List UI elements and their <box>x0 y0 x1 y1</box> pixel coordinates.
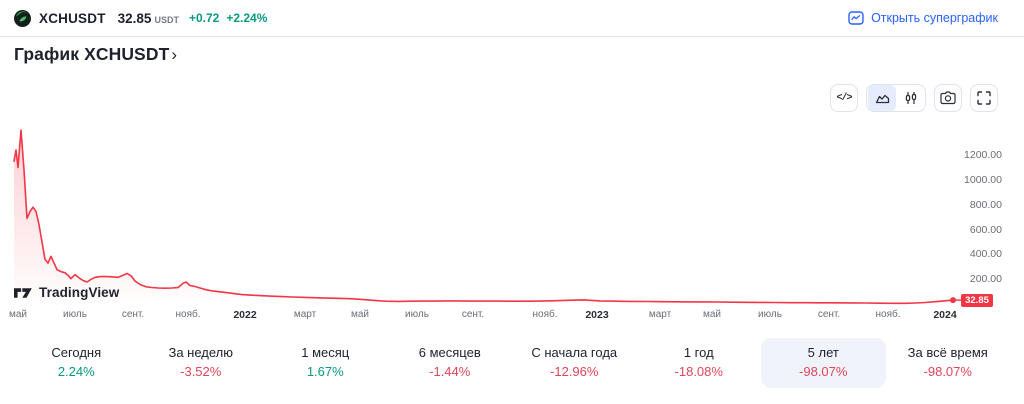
stat-label: Сегодня <box>51 345 102 360</box>
y-tick-label: 800.00 <box>969 199 1002 211</box>
stat-label: 6 месяцев <box>418 345 481 360</box>
chart-toolbar: </> <box>830 84 998 112</box>
stat-6-months[interactable]: 6 месяцев -1.44% <box>388 338 513 388</box>
snapshot-button[interactable] <box>934 84 962 112</box>
x-tick-label: май <box>8 309 28 320</box>
stat-week[interactable]: За неделю -3.52% <box>139 338 264 388</box>
x-tick-label: нояб. <box>175 309 201 320</box>
x-tick-label: нояб. <box>532 309 558 320</box>
x-tick-label: июль <box>758 309 782 320</box>
stat-value: -3.52% <box>180 364 222 379</box>
candles-toggle[interactable] <box>897 85 925 111</box>
superchart-icon <box>848 11 864 25</box>
x-tick-label: июль <box>63 309 87 320</box>
x-tick-label: май <box>702 309 722 320</box>
stat-1-month[interactable]: 1 месяц 1.67% <box>263 338 388 388</box>
price-area-chart[interactable] <box>0 108 1024 308</box>
x-tick-label: июль <box>405 309 429 320</box>
chart-title-link[interactable]: График XCHUSDT › <box>14 44 177 65</box>
chart-type-switch <box>866 84 926 112</box>
open-superchart-link[interactable]: Открыть суперграфик <box>848 11 998 25</box>
y-tick-label: 1200.00 <box>964 149 1002 161</box>
stat-ytd[interactable]: С начала года -12.96% <box>512 338 637 388</box>
y-tick-label: 200.00 <box>969 273 1002 285</box>
stat-label: 5 лет <box>807 345 839 360</box>
embed-code-button[interactable]: </> <box>830 84 858 112</box>
stat-label: 1 месяц <box>301 345 350 360</box>
chevron-right-icon: › <box>171 45 178 64</box>
last-price-tag: 32.85 <box>961 294 993 307</box>
stat-label: С начала года <box>531 345 618 360</box>
stat-value: -18.08% <box>674 364 723 379</box>
x-tick-label: 2024 <box>933 309 957 321</box>
y-tick-label: 1000.00 <box>964 174 1002 186</box>
stat-value: -98.07% <box>799 364 848 379</box>
x-tick-label: сент. <box>121 309 145 320</box>
stat-all-time[interactable]: За всё время -98.07% <box>886 338 1011 388</box>
stat-value: -12.96% <box>550 364 599 379</box>
watermark-label: TradingView <box>39 285 120 300</box>
stat-value: -98.07% <box>923 364 972 379</box>
x-tick-label: март <box>293 309 317 320</box>
stat-1-year[interactable]: 1 год -18.08% <box>637 338 762 388</box>
tradingview-logo-icon <box>14 287 32 298</box>
x-tick-label: 2023 <box>585 309 609 321</box>
x-tick-label: 2022 <box>233 309 257 321</box>
chart-area-fill <box>14 130 953 308</box>
x-tick-label: март <box>648 309 672 320</box>
current-price: 32.85 <box>117 10 152 26</box>
code-icon: </> <box>836 92 852 104</box>
x-tick-label: сент. <box>461 309 485 320</box>
x-tick-label: нояб. <box>875 309 901 320</box>
stat-5-years[interactable]: 5 лет -98.07% <box>761 338 886 388</box>
camera-icon <box>940 91 956 105</box>
x-tick-label: сент. <box>817 309 841 320</box>
y-tick-label: 600.00 <box>969 224 1002 236</box>
tradingview-watermark[interactable]: TradingView <box>14 285 119 300</box>
period-stats-row: Сегодня 2.24% За неделю -3.52% 1 месяц 1… <box>14 338 1010 388</box>
chia-coin-icon <box>14 9 31 27</box>
price-currency: USDT <box>154 14 179 25</box>
price-change-pct: +2.24% <box>226 11 268 25</box>
last-price-dot <box>950 297 956 304</box>
stat-value: -1.44% <box>429 364 471 379</box>
stat-value: 2.24% <box>57 364 95 379</box>
stat-today[interactable]: Сегодня 2.24% <box>14 338 139 388</box>
ticker-symbol: XCHUSDT <box>39 10 106 26</box>
area-chart-toggle[interactable] <box>868 85 896 111</box>
candles-icon <box>905 92 917 104</box>
chart-price-line <box>13 129 954 305</box>
stat-label: За неделю <box>168 345 234 360</box>
superchart-link-label: Открыть суперграфик <box>871 11 998 25</box>
fullscreen-button[interactable] <box>970 84 998 112</box>
area-chart-icon <box>875 94 889 104</box>
stat-label: За всё время <box>907 345 988 360</box>
page-title: График XCHUSDT <box>14 44 170 64</box>
x-tick-label: май <box>350 309 370 320</box>
fullscreen-icon <box>977 91 991 105</box>
ticker-header: XCHUSDT 32.85 USDT +0.72 +2.24% Открыть … <box>0 0 1024 37</box>
y-tick-label: 400.00 <box>969 248 1002 260</box>
stat-label: 1 год <box>683 345 714 360</box>
stat-value: 1.67% <box>306 364 344 379</box>
price-change-abs: +0.72 <box>188 11 220 25</box>
